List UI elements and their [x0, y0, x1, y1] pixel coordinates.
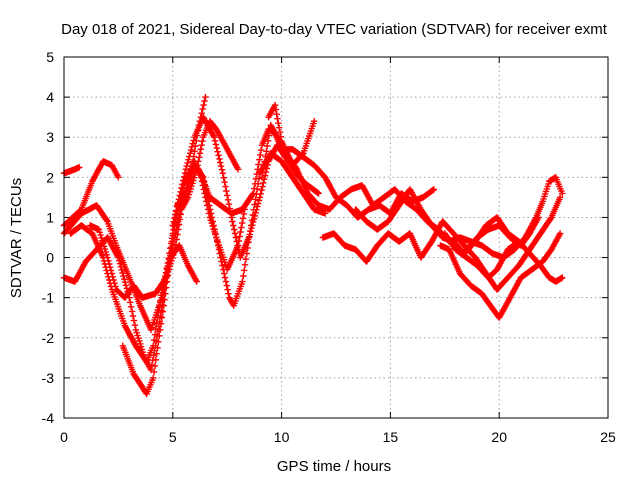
y-tick-label: -4: [42, 410, 55, 426]
plus-markers: [67, 93, 209, 365]
series-track-7: [86, 118, 242, 301]
x-tick-label: 25: [600, 429, 616, 445]
x-tick-label: 5: [169, 429, 177, 445]
y-tick-label: 1: [46, 209, 54, 225]
plus-markers: [265, 101, 318, 169]
y-tick-label: 0: [46, 250, 54, 266]
series-track-11: [265, 101, 318, 169]
y-tick-label: 2: [46, 169, 54, 185]
series-track-5: [67, 93, 209, 365]
y-tick-label: 4: [46, 89, 54, 105]
y-axis-label: SDTVAR / TECUs: [8, 178, 25, 298]
plus-markers: [463, 214, 542, 253]
chart-title: Day 018 of 2021, Sidereal Day-to-day VTE…: [61, 21, 608, 38]
series-track-14: [437, 230, 564, 321]
x-tick-label: 20: [491, 429, 507, 445]
x-tick-label: 10: [274, 429, 290, 445]
y-tick-label: -1: [42, 290, 55, 306]
plot-frame: [63, 56, 609, 419]
y-tick-label: -3: [42, 370, 55, 386]
plus-markers: [86, 118, 242, 301]
y-tick-label: 3: [46, 129, 54, 145]
series-track-16: [463, 214, 542, 253]
x-tick-label: 15: [383, 429, 399, 445]
x-tick-labels: 0 5 10 15 20 25: [60, 429, 616, 445]
y-tick-labels: -4 -3 -2 -1 0 1 2 3 4 5: [42, 49, 55, 426]
y-tick-label: -2: [42, 330, 55, 346]
x-axis-label: GPS time / hours: [277, 458, 391, 475]
plus-markers: [437, 230, 564, 321]
data-marks: [60, 93, 566, 398]
y-tick-label: 5: [46, 49, 54, 65]
x-tick-label: 0: [60, 429, 68, 445]
